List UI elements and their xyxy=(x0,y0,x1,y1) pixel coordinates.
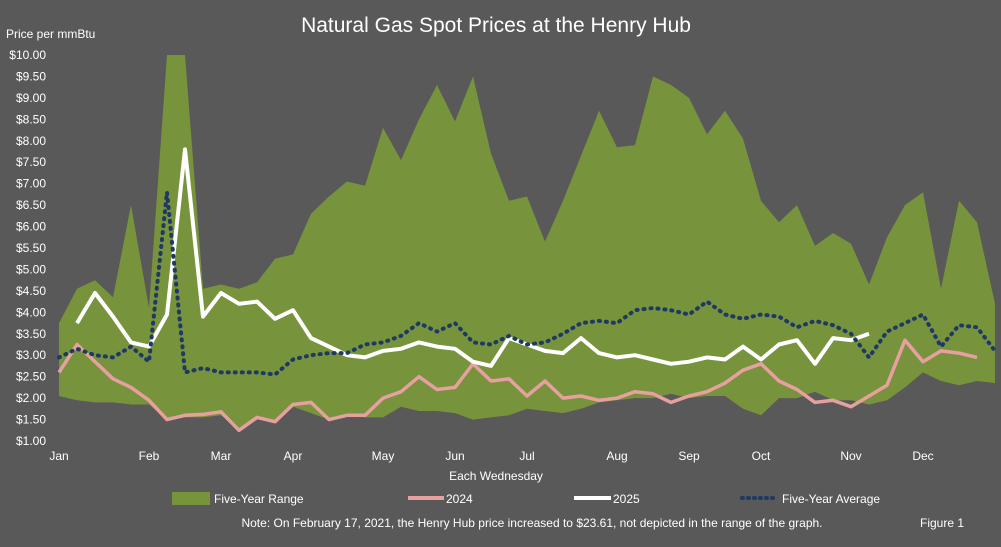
figure-label: Figure 1 xyxy=(920,516,964,530)
legend-label-2025: 2025 xyxy=(613,492,640,506)
chart-title: Natural Gas Spot Prices at the Henry Hub xyxy=(301,14,691,37)
y-tick-label: $8.50 xyxy=(16,112,46,126)
y-tick-label: $7.00 xyxy=(16,177,46,191)
x-tick-label-jan: Jan xyxy=(49,449,68,463)
x-tick-label-dec: Dec xyxy=(912,449,933,463)
y-tick-label: $4.00 xyxy=(16,305,46,319)
x-tick-labels: Jan Feb Mar Apr May Jun Jul Aug Sep Oct Nov Dec xyxy=(49,449,933,463)
legend-label-five-year-average: Five-Year Average xyxy=(782,492,880,506)
y-tick-label: $4.50 xyxy=(16,284,46,298)
x-tick-label-jul: Jul xyxy=(519,449,534,463)
x-tick-label-nov: Nov xyxy=(840,449,861,463)
y-tick-label: $8.00 xyxy=(16,134,46,148)
y-tick-label: $2.00 xyxy=(16,391,46,405)
y-tick-label: $1.50 xyxy=(16,413,46,427)
y-tick-label: $7.50 xyxy=(16,155,46,169)
series-line-2025 xyxy=(75,147,870,368)
y-tick-label: $9.50 xyxy=(16,69,46,83)
y-tick-label: $5.00 xyxy=(16,262,46,276)
legend-label-2024: 2024 xyxy=(446,492,473,506)
x-tick-label-apr: Apr xyxy=(284,449,303,463)
y-tick-label: $2.50 xyxy=(16,370,46,384)
y-tick-label: $6.00 xyxy=(16,220,46,234)
y-tick-label: $3.00 xyxy=(16,348,46,362)
x-tick-label-mar: Mar xyxy=(211,449,232,463)
x-tick-label-oct: Oct xyxy=(752,449,771,463)
five-year-range-area xyxy=(59,55,995,431)
x-tick-label-sep: Sep xyxy=(678,449,700,463)
series-line-five-year-average xyxy=(57,190,997,377)
chart-note: Note: On February 17, 2021, the Henry Hu… xyxy=(241,516,822,530)
legend-label-five-year-range: Five-Year Range xyxy=(214,492,304,506)
y-tick-labels: $1.00 $1.50 $2.00 $2.50 $3.00 $3.50 $4.00 $4.50… xyxy=(9,48,46,448)
y-tick-label: $5.50 xyxy=(16,241,46,255)
y-tick-label: $3.50 xyxy=(16,327,46,341)
y-axis-label: Price per mmBtu xyxy=(6,27,95,41)
legend-swatch-five-year-range xyxy=(172,492,210,505)
x-tick-label-may: May xyxy=(372,449,395,463)
x-tick-label-aug: Aug xyxy=(606,449,627,463)
y-tick-label: $6.50 xyxy=(16,198,46,212)
plot-area xyxy=(57,55,997,433)
x-tick-label-feb: Feb xyxy=(139,449,160,463)
y-tick-label: $1.00 xyxy=(16,434,46,448)
series-line-2024 xyxy=(57,338,978,433)
x-axis-label: Each Wednesday xyxy=(449,469,543,483)
x-tick-label-jun: Jun xyxy=(445,449,464,463)
y-tick-label: $10.00 xyxy=(9,48,46,62)
y-tick-label: $9.00 xyxy=(16,91,46,105)
legend: Five-Year Range 2024 2025 Five-Year Aver… xyxy=(172,492,880,506)
